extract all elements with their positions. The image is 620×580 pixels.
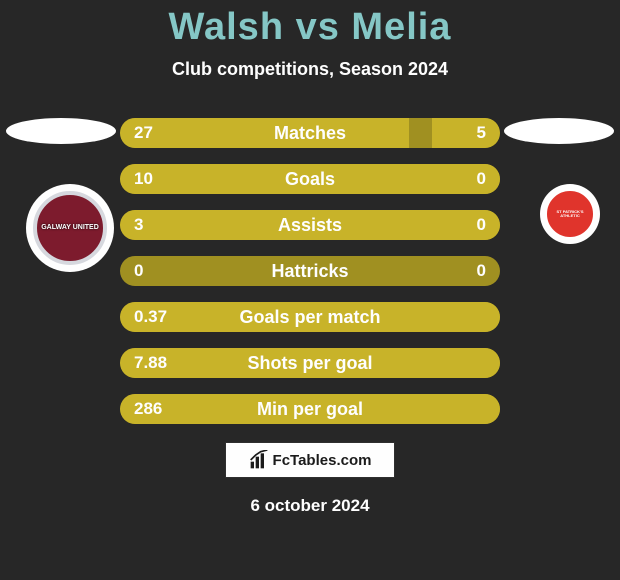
- stat-value-left: 10: [120, 169, 180, 189]
- stat-label: Goals per match: [180, 307, 440, 328]
- stat-row: 0.37Goals per match: [120, 302, 500, 332]
- stat-value-right: 5: [440, 123, 500, 143]
- stat-label: Goals: [180, 169, 440, 190]
- stat-label: Matches: [180, 123, 440, 144]
- stat-value-left: 27: [120, 123, 180, 143]
- stat-value-right: 0: [440, 215, 500, 235]
- club-crest-right-label: ST PATRICK'S ATHLETIC: [547, 210, 593, 218]
- club-crest-left: GALWAY UNITED: [26, 184, 114, 272]
- stat-label: Assists: [180, 215, 440, 236]
- stat-bars: 27Matches510Goals03Assists00Hattricks00.…: [120, 118, 500, 424]
- stat-row: 7.88Shots per goal: [120, 348, 500, 378]
- source-logo: FcTables.com: [225, 442, 395, 478]
- stat-row: 0Hattricks0: [120, 256, 500, 286]
- stat-value-left: 7.88: [120, 353, 180, 373]
- stat-value-left: 0.37: [120, 307, 180, 327]
- player-marker-left: [6, 118, 116, 144]
- stat-row: 3Assists0: [120, 210, 500, 240]
- stat-value-left: 3: [120, 215, 180, 235]
- comparison-panel: GALWAY UNITED ST PATRICK'S ATHLETIC 27Ma…: [0, 118, 620, 424]
- stat-row: 10Goals0: [120, 164, 500, 194]
- club-crest-left-label: GALWAY UNITED: [41, 224, 99, 232]
- page-subtitle: Club competitions, Season 2024: [0, 59, 620, 80]
- stat-value-right: 0: [440, 169, 500, 189]
- stat-label: Min per goal: [180, 399, 440, 420]
- stat-value-left: 0: [120, 261, 180, 281]
- snapshot-date: 6 october 2024: [0, 496, 620, 516]
- page-title: Walsh vs Melia: [0, 0, 620, 49]
- stat-row: 286Min per goal: [120, 394, 500, 424]
- stat-row: 27Matches5: [120, 118, 500, 148]
- club-crest-right: ST PATRICK'S ATHLETIC: [540, 184, 600, 244]
- stat-value-right: 0: [440, 261, 500, 281]
- source-logo-text: FcTables.com: [273, 452, 372, 469]
- player-marker-right: [504, 118, 614, 144]
- stat-label: Shots per goal: [180, 353, 440, 374]
- stat-value-left: 286: [120, 399, 180, 419]
- stat-label: Hattricks: [180, 261, 440, 282]
- chart-icon: [249, 450, 269, 470]
